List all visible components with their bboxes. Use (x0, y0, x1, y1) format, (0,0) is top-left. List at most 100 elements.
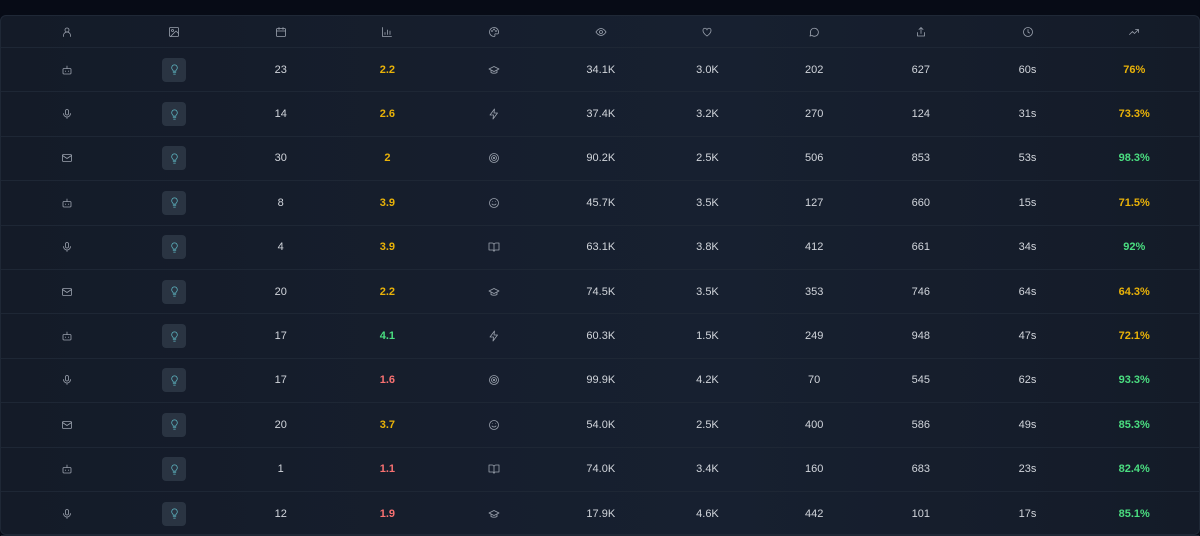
column-header[interactable] (334, 26, 441, 38)
table-row[interactable]: 20 2.2 74.5K 3.5K 353 746 64s 64.3% (1, 270, 1199, 315)
target-icon (489, 375, 499, 386)
thumbnail[interactable] (162, 412, 187, 437)
type-cell (14, 241, 121, 253)
column-header[interactable] (441, 26, 548, 38)
table-header (1, 16, 1199, 48)
type-cell (14, 286, 121, 298)
table-row[interactable]: 17 1.6 99.9K 4.2K 70 545 62s 93.3% (1, 359, 1199, 404)
shares-cell: 124 (911, 108, 931, 121)
type-cell (14, 64, 121, 76)
thumbnail[interactable] (162, 279, 187, 304)
views-cell: 60.3K (586, 330, 616, 343)
likes-cell: 4.2K (696, 374, 719, 387)
percent-cell: 73.3% (1118, 108, 1150, 121)
comments-cell: 270 (804, 108, 824, 121)
heart-icon (703, 27, 712, 36)
lightbulb-icon (170, 286, 178, 297)
column-header[interactable] (654, 26, 761, 38)
lightbulb-icon (170, 464, 178, 475)
mic-icon (63, 508, 72, 519)
thumbnail[interactable] (162, 235, 187, 260)
comments-cell: 353 (804, 285, 824, 298)
comments-cell: 127 (804, 196, 824, 209)
views-cell: 74.0K (586, 463, 616, 476)
number-cell: 17 (274, 330, 287, 343)
duration-cell: 64s (1018, 285, 1037, 298)
percent-cell: 82.4% (1118, 463, 1150, 476)
shares-cell: 627 (911, 63, 931, 76)
comments-cell: 249 (804, 330, 824, 343)
thumbnail[interactable] (162, 146, 187, 171)
table-row[interactable]: 8 3.9 45.7K 3.5K 127 660 15s 71.5% (1, 181, 1199, 226)
table-row[interactable]: 20 3.7 54.0K 2.5K 400 586 49s 85.3% (1, 403, 1199, 448)
lightbulb-icon (170, 64, 178, 75)
column-header[interactable] (974, 26, 1081, 38)
type-cell (14, 197, 121, 209)
duration-cell: 47s (1018, 330, 1037, 343)
rating-cell: 2 (384, 152, 391, 165)
comments-cell: 160 (804, 463, 824, 476)
column-header[interactable] (868, 26, 975, 38)
thumbnail[interactable] (162, 368, 187, 393)
likes-cell: 1.5K (696, 330, 719, 343)
duration-cell: 17s (1018, 507, 1037, 520)
duration-cell: 23s (1018, 463, 1037, 476)
category-cell (441, 330, 548, 342)
mic-icon (63, 109, 72, 119)
lightbulb-icon (170, 242, 178, 253)
category-cell (441, 508, 548, 520)
column-header[interactable] (121, 26, 228, 38)
thumbnail[interactable] (162, 102, 187, 127)
lightbulb-icon (170, 508, 178, 519)
category-cell (441, 152, 548, 164)
shares-cell: 948 (911, 330, 931, 343)
thumbnail[interactable] (162, 501, 187, 526)
table-row[interactable]: 30 2 90.2K 2.5K 506 853 53s 98.3% (1, 137, 1199, 182)
views-cell: 90.2K (586, 152, 616, 165)
likes-cell: 4.6K (696, 507, 719, 520)
duration-cell: 31s (1018, 108, 1037, 121)
mic-icon (63, 375, 72, 386)
table-row[interactable]: 4 3.9 63.1K 3.8K 412 661 34s 92% (1, 226, 1199, 270)
eye-icon (595, 27, 607, 36)
table-row[interactable]: 23 2.2 34.1K 3.0K 202 627 60s 76% (1, 48, 1199, 93)
thumbnail[interactable] (162, 190, 187, 215)
trending-up-icon (1129, 28, 1140, 35)
lightbulb-icon (170, 331, 178, 341)
duration-cell: 15s (1018, 196, 1037, 209)
column-header[interactable] (761, 26, 868, 38)
column-header[interactable] (227, 26, 334, 38)
views-cell: 74.5K (586, 285, 616, 298)
graduation-cap-icon (488, 287, 500, 296)
smile-icon (489, 419, 499, 430)
table-row[interactable]: 17 4.1 60.3K 1.5K 249 948 47s 72.1% (1, 314, 1199, 359)
book-icon (488, 242, 500, 253)
thumbnail[interactable] (162, 457, 187, 482)
type-cell (14, 330, 121, 342)
percent-cell: 85.1% (1118, 507, 1150, 520)
duration-cell: 62s (1018, 374, 1037, 387)
table-row[interactable]: 1 1.1 74.0K 3.4K 160 683 23s 82.4% (1, 448, 1199, 492)
comments-cell: 70 (808, 374, 821, 387)
column-header[interactable] (1081, 26, 1188, 38)
thumbnail[interactable] (162, 324, 187, 349)
palette-icon (489, 26, 499, 37)
number-cell: 20 (274, 285, 287, 298)
percent-cell: 71.5% (1118, 196, 1150, 209)
likes-cell: 3.5K (696, 285, 719, 298)
rating-cell: 3.9 (379, 241, 396, 254)
category-cell (441, 108, 548, 120)
thumbnail[interactable] (162, 57, 187, 82)
type-cell (14, 508, 121, 520)
number-cell: 20 (274, 418, 287, 431)
column-header[interactable] (14, 26, 121, 38)
table-row[interactable]: 12 1.9 17.9K 4.6K 442 101 17s 85.1% (1, 492, 1199, 536)
number-cell: 17 (274, 374, 287, 387)
lightbulb-icon (170, 197, 178, 208)
lightbulb-icon (170, 153, 178, 164)
target-icon (489, 153, 499, 164)
graduation-cap-icon (488, 509, 500, 518)
likes-cell: 3.2K (696, 108, 719, 121)
table-row[interactable]: 14 2.6 37.4K 3.2K 270 124 31s 73.3% (1, 92, 1199, 137)
column-header[interactable] (547, 26, 654, 38)
